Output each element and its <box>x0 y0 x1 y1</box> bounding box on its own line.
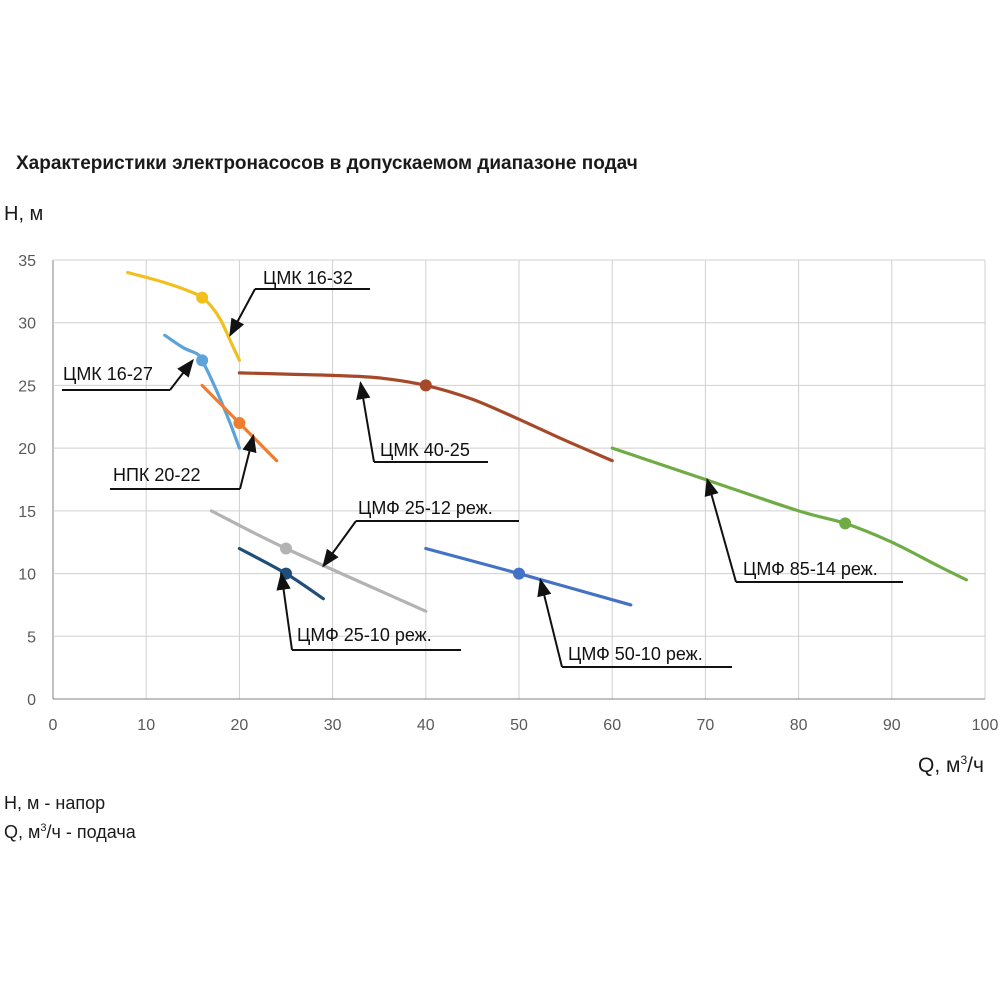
series-line-2 <box>163 333 241 450</box>
y-axis-label: H, м <box>4 203 44 225</box>
annotation-2: ЦМК 16-27 <box>62 358 194 391</box>
x-axis-label: Q, м3/ч <box>918 753 984 777</box>
chart-title: Характеристики электронасосов в допускае… <box>16 153 638 174</box>
annotation-3: НПК 20-22 <box>110 433 257 490</box>
operating-points <box>196 291 852 580</box>
x-tick-label: 60 <box>603 717 621 734</box>
operating-point-5 <box>839 517 852 530</box>
annotation-label: ЦМФ 50-10 реж. <box>568 644 703 664</box>
grid <box>52 259 986 700</box>
operating-point-6 <box>280 542 292 555</box>
x-tick-label: 0 <box>49 717 58 734</box>
annotation-label: НПК 20-22 <box>113 465 200 485</box>
y-tick-label: 35 <box>18 253 36 270</box>
annotation-1: ЦМК 16-32 <box>229 268 370 337</box>
y-tick-label: 10 <box>18 567 36 584</box>
x-tick-label: 40 <box>417 717 435 734</box>
y-tick-label: 0 <box>27 692 36 709</box>
note-head: H, м - напор <box>4 793 106 813</box>
operating-point-8 <box>513 567 525 580</box>
y-tick-label: 5 <box>27 629 36 646</box>
x-tick-label: 70 <box>697 717 715 734</box>
annotation-8: ЦМФ 85-14 реж. <box>704 477 903 583</box>
x-tick-label: 100 <box>972 717 999 734</box>
annotation-label: ЦМФ 25-12 реж. <box>358 498 493 518</box>
annotation-label: ЦМК 40-25 <box>380 440 470 460</box>
annotation-5: ЦМФ 25-12 реж. <box>322 498 519 568</box>
x-tick-label: 20 <box>231 717 249 734</box>
operating-point-2 <box>196 354 209 367</box>
annotation-4: ЦМК 40-25 <box>356 381 488 463</box>
operating-point-1 <box>196 291 209 304</box>
annotation-label: ЦМФ 85-14 реж. <box>743 559 878 579</box>
axis-ticks: 0 10 20 30 40 50 60 70 80 90 100 0 5 10 15 20 25 30 35 <box>18 253 998 734</box>
y-tick-label: 25 <box>18 378 36 395</box>
x-tick-label: 90 <box>883 717 901 734</box>
operating-point-3 <box>233 417 246 430</box>
series-line-8 <box>424 546 633 607</box>
annotation-label: ЦМК 16-32 <box>263 268 353 288</box>
x-tick-label: 30 <box>324 717 342 734</box>
x-tick-label: 50 <box>510 717 528 734</box>
y-tick-label: 15 <box>18 504 36 521</box>
annotation-arrow <box>229 288 256 337</box>
annotation-arrow <box>704 477 737 583</box>
annotation-label: ЦМФ 25-10 реж. <box>297 625 432 645</box>
annotation-arrow <box>537 578 563 668</box>
annotation-arrow <box>276 571 293 651</box>
x-tick-label: 10 <box>137 717 155 734</box>
annotation-arrow <box>169 358 194 391</box>
annotation-arrow <box>322 520 357 568</box>
annotation-6: ЦМФ 25-10 реж. <box>276 571 461 651</box>
annotation-arrow <box>356 381 375 463</box>
x-tick-label: 80 <box>790 717 808 734</box>
note-flow: Q, м3/ч - подача <box>4 822 136 842</box>
y-tick-label: 20 <box>18 441 36 458</box>
annotation-arrow <box>239 433 257 490</box>
operating-point-4 <box>419 379 432 392</box>
annotation-7: ЦМФ 50-10 реж. <box>537 578 732 668</box>
annotation-label: ЦМК 16-27 <box>63 364 153 384</box>
y-tick-label: 30 <box>18 316 36 333</box>
series-annotations: ЦМК 16-32 ЦМК 16-27 НПК 20-22 ЦМК 40-25 ЦМФ … <box>62 268 903 668</box>
